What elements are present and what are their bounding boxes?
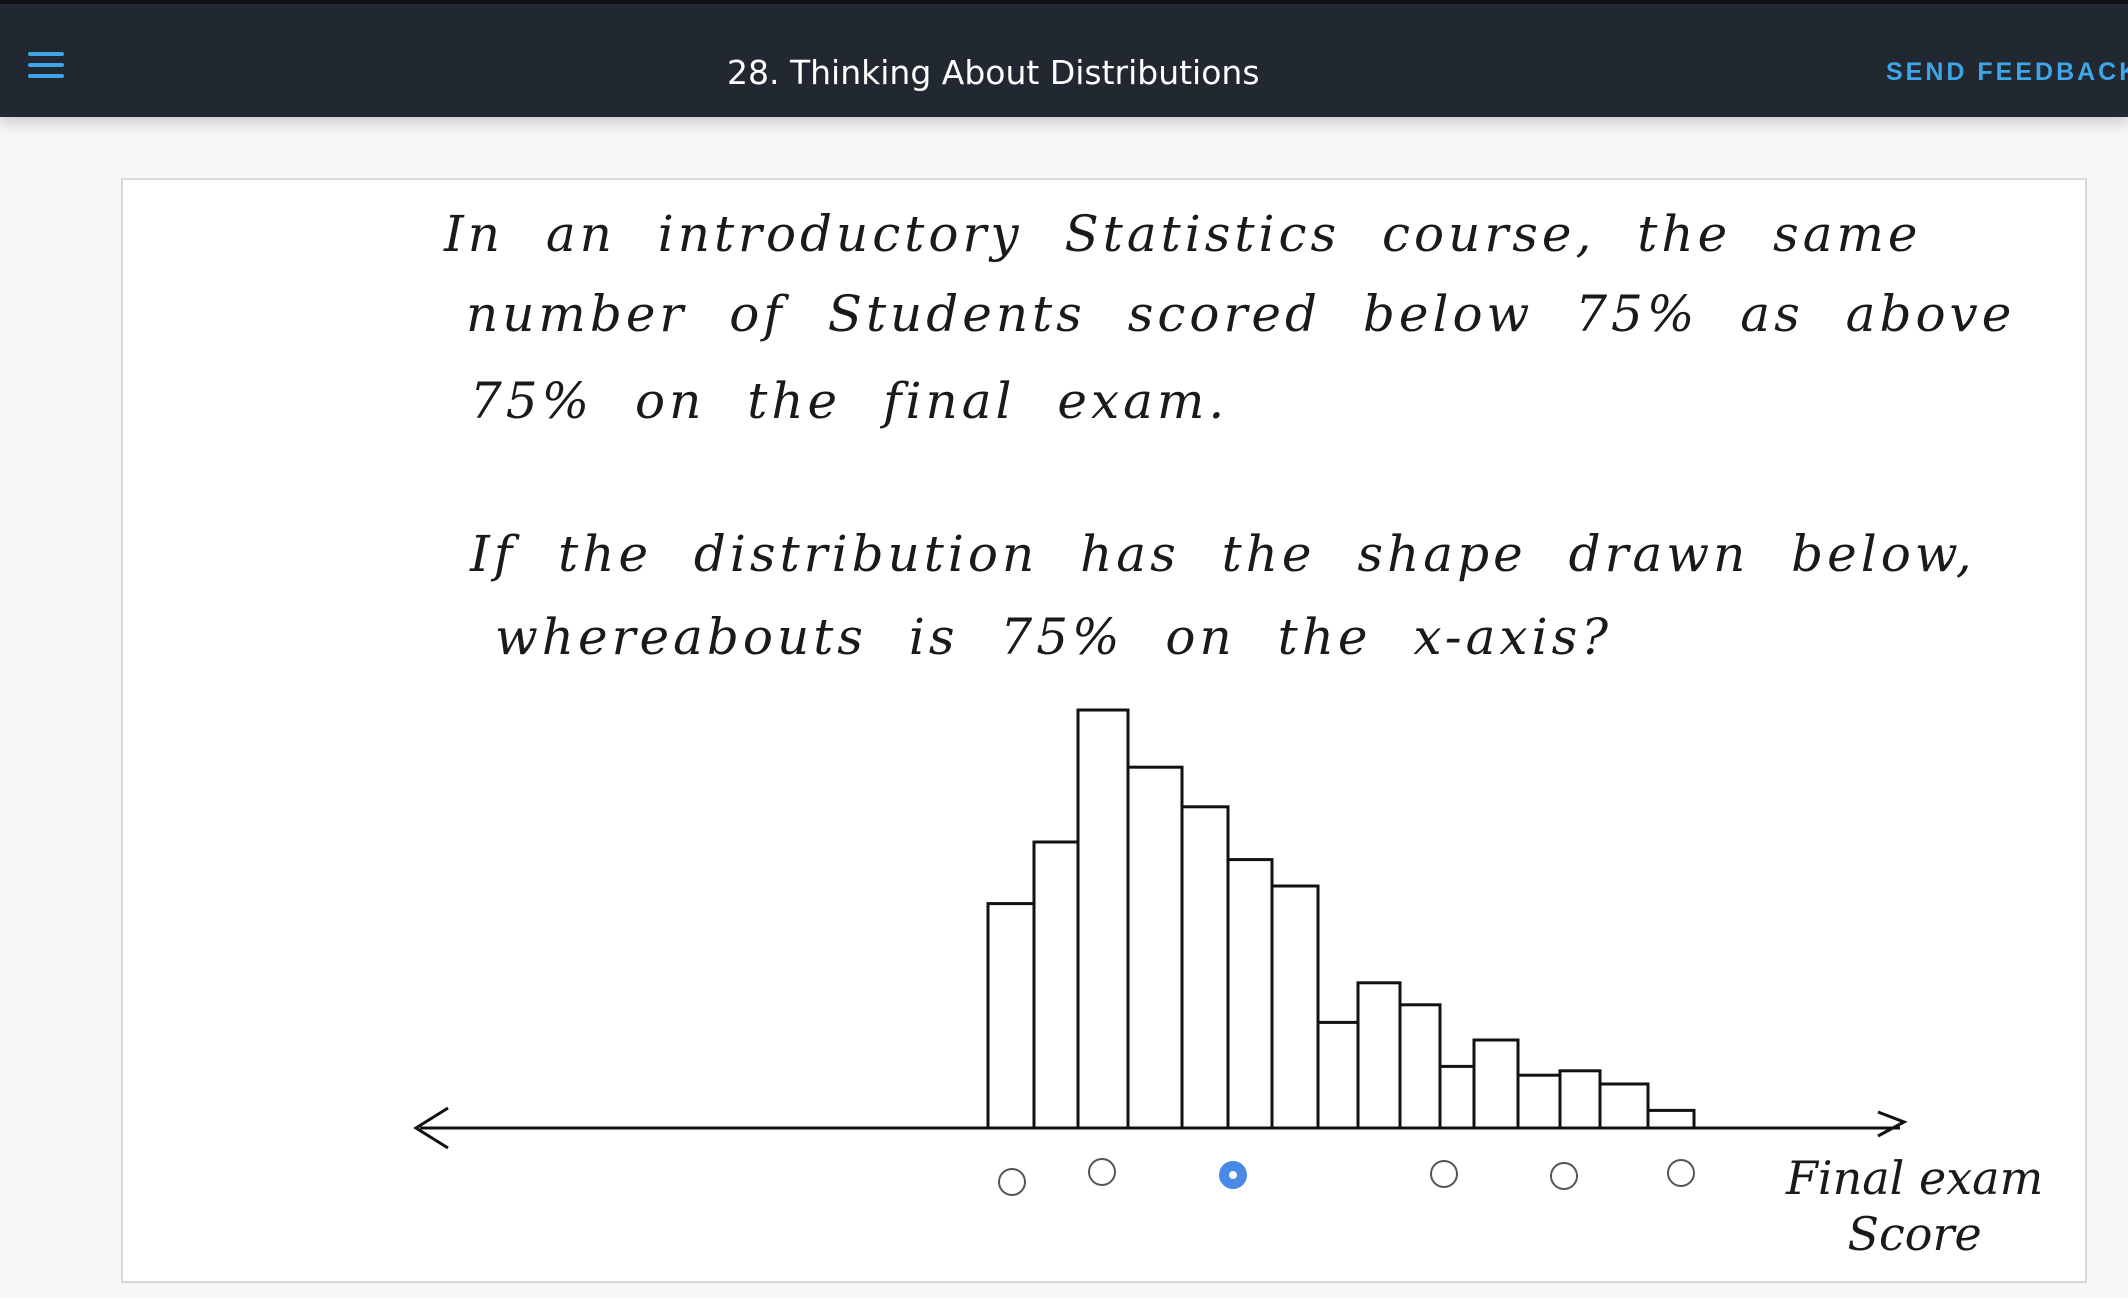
histogram-bar	[1438, 1064, 1476, 1130]
answer-radio-6[interactable]	[1667, 1159, 1695, 1187]
histogram-bar	[986, 902, 1036, 1130]
answer-radio-1[interactable]	[998, 1168, 1026, 1196]
question-line-3: 75% on the final exam.	[470, 372, 1229, 430]
question-line-4: If the distribution has the shape drawn …	[470, 525, 1976, 583]
page-title: 28. Thinking About Distributions	[727, 53, 1260, 92]
menu-line	[28, 52, 64, 56]
x-axis-label-line2: Score	[1847, 1207, 1982, 1261]
histogram-bar	[1126, 765, 1184, 1130]
axis-left-arrow-icon	[413, 1106, 449, 1150]
histogram-bar	[1398, 1003, 1442, 1130]
top-bar: 28. Thinking About Distributions SEND FE…	[0, 0, 2128, 117]
histogram-bar	[1472, 1038, 1520, 1130]
histogram-bar	[1032, 840, 1080, 1130]
histogram-bar	[1516, 1073, 1562, 1130]
histogram-bar	[1316, 1020, 1360, 1130]
menu-line	[28, 74, 64, 78]
histogram-bar	[1226, 858, 1274, 1130]
x-axis-label: Final exam Score	[1786, 1150, 2043, 1262]
histogram-bars	[986, 708, 1696, 1130]
histogram-bar	[1076, 708, 1130, 1130]
answer-radio-5[interactable]	[1550, 1162, 1578, 1190]
x-axis-label-line1: Final exam	[1786, 1151, 2044, 1205]
question-line-2: number of Students scored below 75% as a…	[466, 285, 2016, 343]
histogram-bar	[1646, 1108, 1696, 1130]
histogram-bar	[1558, 1069, 1602, 1130]
send-feedback-button[interactable]: SEND FEEDBACK	[1886, 58, 2128, 86]
histogram-bar	[1356, 981, 1402, 1130]
histogram-bar	[1598, 1082, 1650, 1130]
question-line-1: In an introductory Statistics course, th…	[444, 205, 1922, 263]
question-line-5: whereabouts is 75% on the x-axis?	[495, 608, 1613, 666]
axis-right-arrow-icon	[1877, 1110, 1908, 1138]
selected-dot-icon	[1229, 1171, 1237, 1179]
answer-options	[998, 1158, 1695, 1196]
answer-radio-2[interactable]	[1088, 1158, 1116, 1186]
question-card	[121, 178, 2087, 1283]
histogram-bar	[1180, 805, 1230, 1130]
answer-radio-4[interactable]	[1430, 1160, 1458, 1188]
histogram-bar	[1270, 884, 1320, 1130]
menu-line	[28, 63, 64, 67]
hamburger-menu-icon[interactable]	[24, 48, 68, 82]
